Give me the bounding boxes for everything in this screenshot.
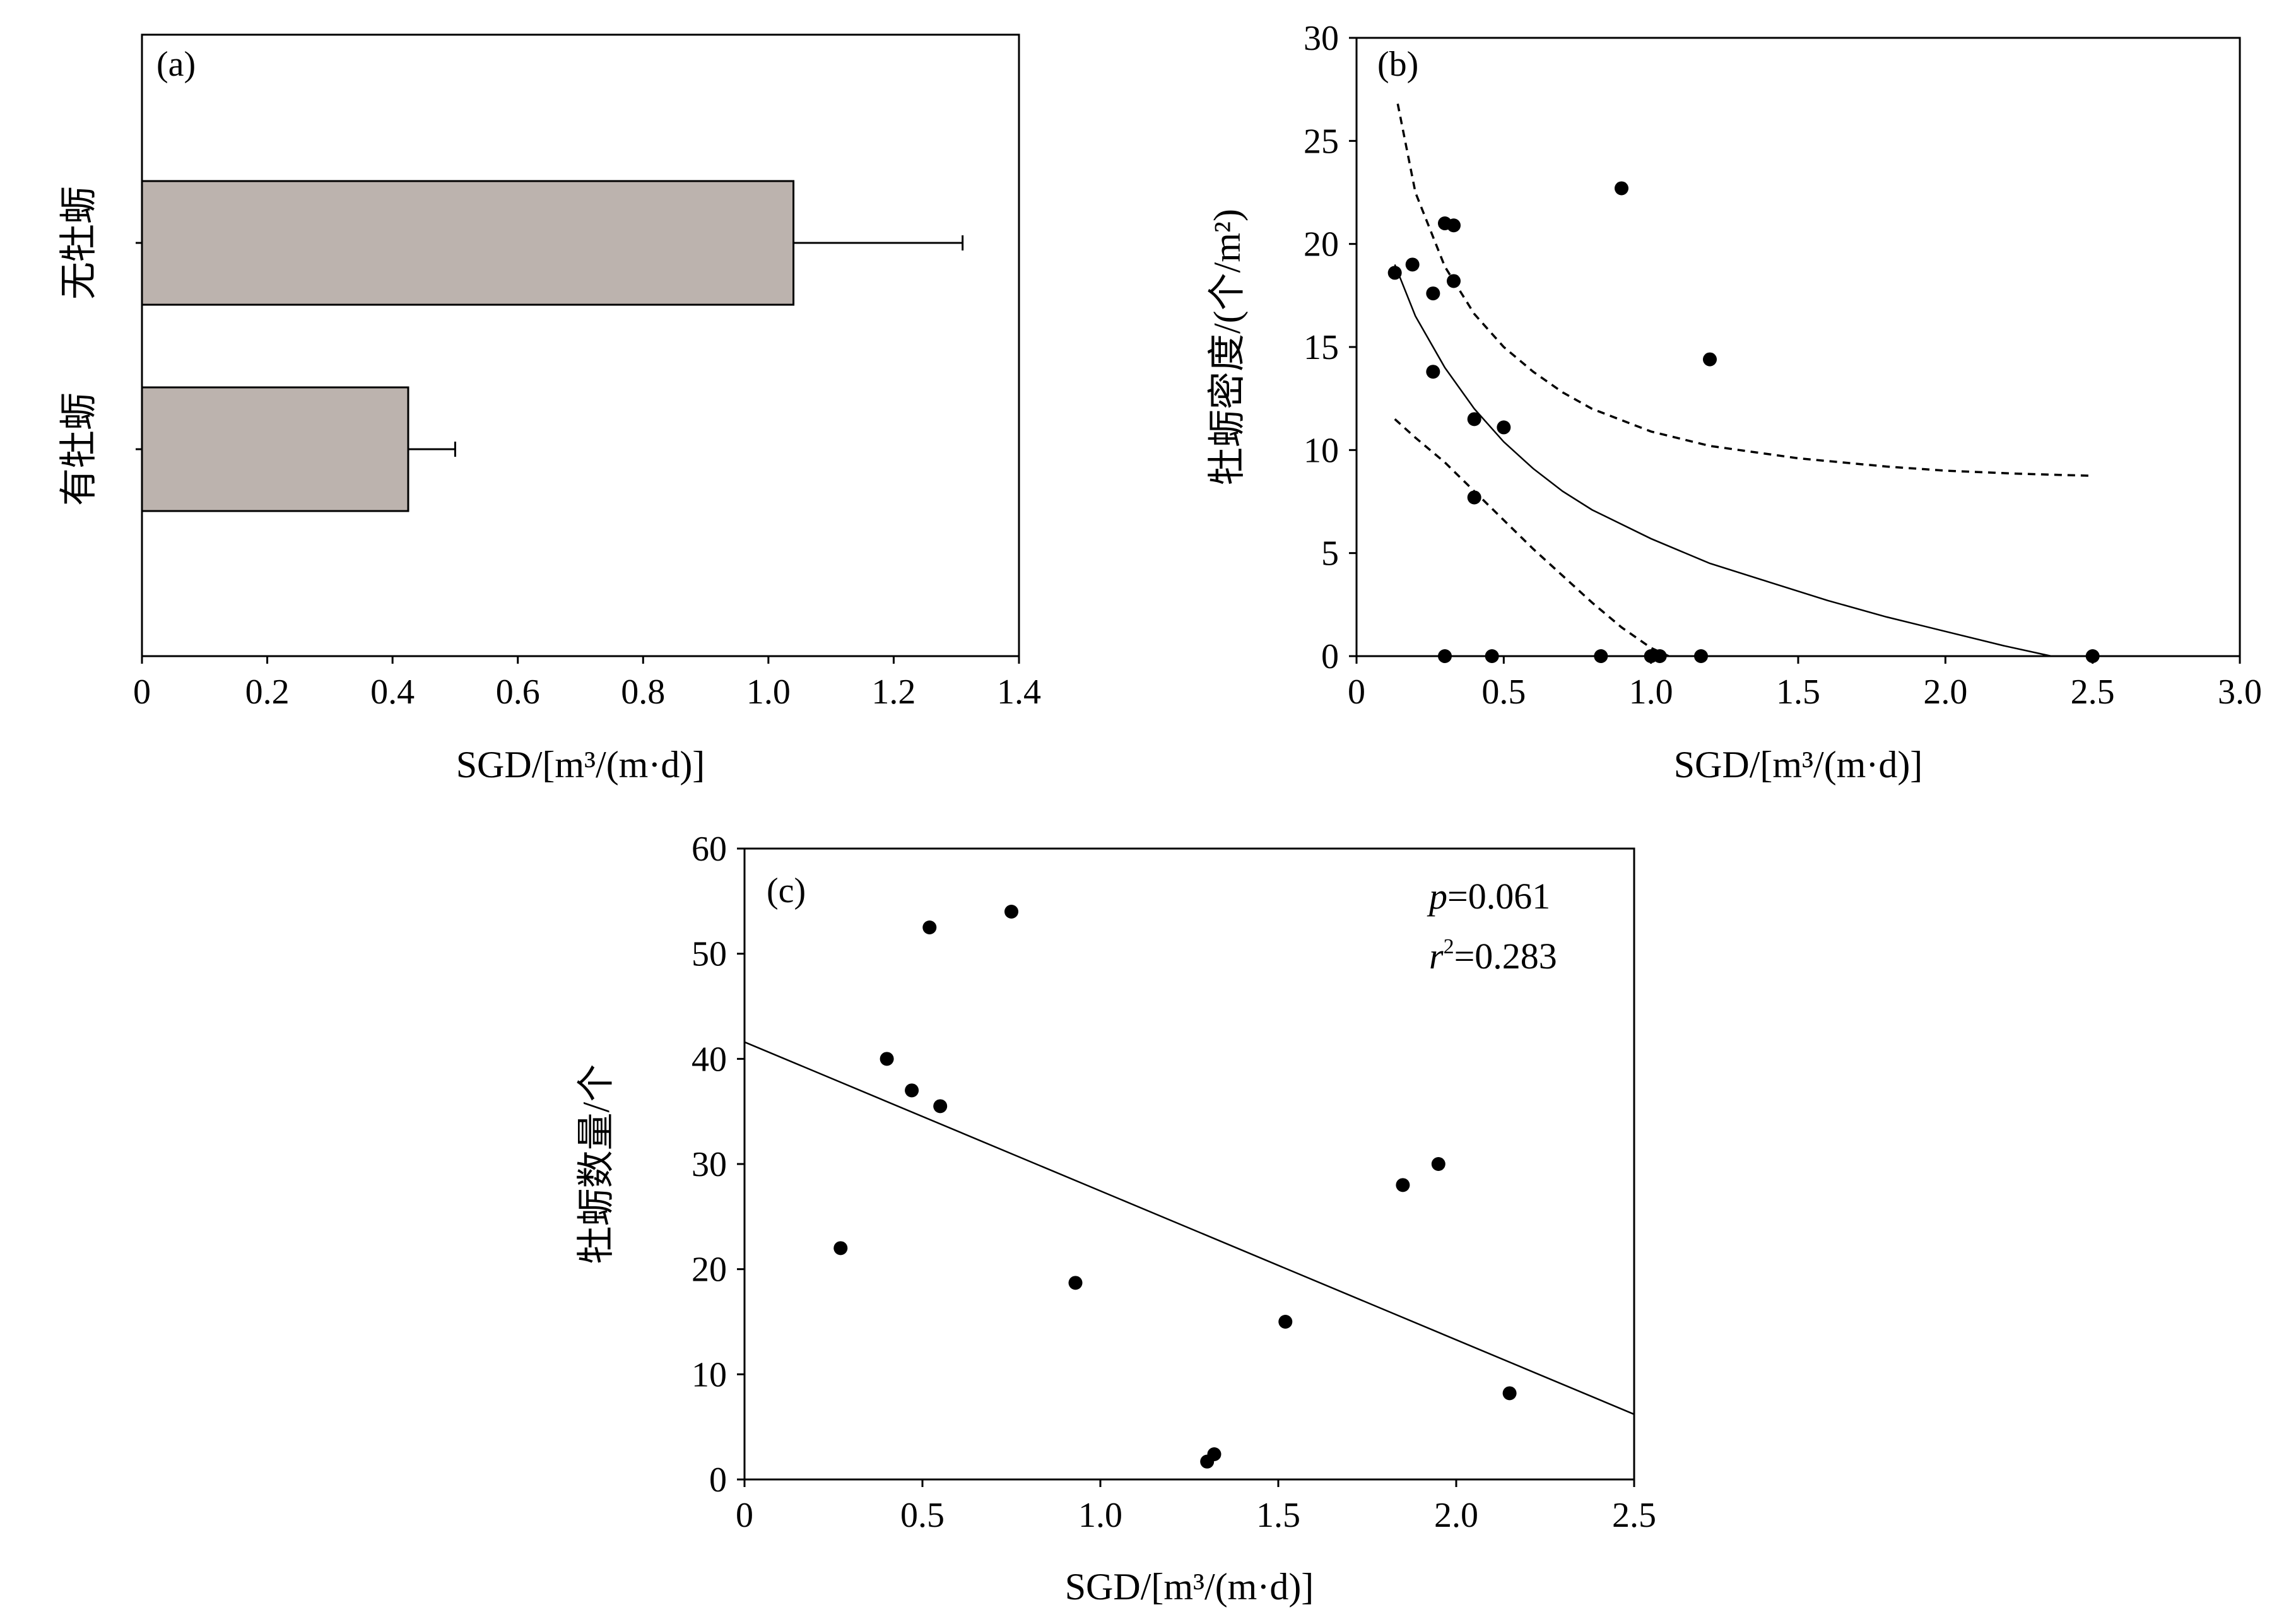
y-tick-label-4: 40 bbox=[692, 1040, 727, 1079]
panel-a-label: (a) bbox=[156, 45, 196, 84]
x-tick-label-0: 0 bbox=[1348, 673, 1365, 712]
y-tick-label-0: 0 bbox=[709, 1461, 727, 1500]
point-12 bbox=[1502, 1386, 1517, 1401]
point-11 bbox=[1431, 1157, 1445, 1171]
y-tick-label-0: 0 bbox=[1321, 637, 1339, 676]
panel-a-bars bbox=[141, 180, 795, 512]
panel-b-y-axis-label: 牡蛎密度/(个/m²) bbox=[1206, 209, 1248, 485]
panel-b-y-ticks: 0 5 10 15 20 25 30 bbox=[1304, 19, 1357, 676]
y-tick-label-3: 30 bbox=[692, 1145, 727, 1184]
point-5 bbox=[1004, 905, 1018, 919]
panel-a-x-axis-label: SGD/[m³/(m·d)] bbox=[456, 744, 705, 785]
fit-curve bbox=[1394, 264, 2052, 657]
point-9 bbox=[1278, 1315, 1293, 1329]
panel-c-y-ticks: 0 10 20 30 40 50 60 bbox=[692, 830, 745, 1500]
point-0 bbox=[1387, 266, 1402, 280]
panel-c-label: (c) bbox=[767, 871, 806, 910]
panel-c-scatter-chart: 0 0.5 1.0 1.5 2.0 2.5 0 10 20 30 40 50 60 (c) p=0.0… bbox=[575, 830, 1656, 1608]
point-4 bbox=[933, 1099, 948, 1114]
point-12 bbox=[1438, 649, 1452, 663]
panel-c-x-axis-label: SGD/[m³/(m·d)] bbox=[1065, 1566, 1314, 1608]
panel-a-error-bars bbox=[408, 235, 964, 457]
point-13 bbox=[1485, 649, 1499, 663]
y-tick-label-6: 60 bbox=[692, 830, 727, 869]
x-tick-label-5: 2.5 bbox=[1612, 1496, 1656, 1535]
point-8 bbox=[1207, 1447, 1222, 1461]
x-tick-label-1: 0.5 bbox=[900, 1496, 945, 1535]
point-3 bbox=[922, 920, 937, 934]
point-2 bbox=[1426, 286, 1440, 301]
y-tick-label-1: 5 bbox=[1321, 534, 1339, 573]
panel-c-x-ticks: 0 0.5 1.0 1.5 2.0 2.5 bbox=[736, 1479, 1656, 1535]
bar-0 bbox=[141, 180, 795, 306]
panel-a-x-ticks: 0 0.2 0.4 0.6 0.8 1.0 1.2 1.4 bbox=[133, 656, 1041, 712]
x-tick-label-0: 0 bbox=[736, 1496, 753, 1535]
x-tick-label-4: 0.8 bbox=[621, 673, 665, 712]
point-6 bbox=[1068, 1276, 1083, 1290]
x-tick-label-6: 3.0 bbox=[2218, 673, 2262, 712]
panel-c-points bbox=[833, 905, 1517, 1469]
x-tick-label-3: 1.5 bbox=[1776, 673, 1820, 712]
panel-b-x-axis-label: SGD/[m³/(m·d)] bbox=[1674, 744, 1923, 785]
point-0 bbox=[833, 1241, 848, 1255]
point-10 bbox=[1396, 1178, 1410, 1192]
panel-c-y-axis-label: 牡蛎数量/个 bbox=[575, 1064, 617, 1264]
panel-a-plot-frame bbox=[141, 33, 1020, 657]
x-tick-label-1: 0.2 bbox=[245, 673, 290, 712]
panel-c-fit-line bbox=[744, 1041, 1635, 1415]
bar-1 bbox=[141, 386, 409, 512]
x-tick-label-4: 2.0 bbox=[1434, 1496, 1478, 1535]
x-tick-label-7: 1.4 bbox=[997, 673, 1041, 712]
point-2 bbox=[905, 1083, 919, 1098]
point-17 bbox=[1694, 649, 1708, 663]
x-tick-label-2: 0.4 bbox=[370, 673, 415, 712]
category-label-0: 无牡蛎 bbox=[58, 186, 100, 300]
panel-b-points bbox=[1387, 181, 2100, 663]
point-3 bbox=[1426, 365, 1440, 379]
point-1 bbox=[1405, 257, 1420, 272]
x-tick-label-3: 0.6 bbox=[496, 673, 540, 712]
y-tick-label-5: 25 bbox=[1304, 122, 1339, 161]
x-tick-label-4: 2.0 bbox=[1923, 673, 1967, 712]
point-1 bbox=[880, 1052, 894, 1066]
point-6 bbox=[1447, 274, 1461, 288]
x-tick-label-1: 0.5 bbox=[1481, 673, 1526, 712]
y-tick-label-6: 30 bbox=[1304, 19, 1339, 58]
point-5 bbox=[1447, 218, 1461, 233]
y-tick-label-1: 10 bbox=[692, 1355, 727, 1394]
x-tick-label-6: 1.2 bbox=[871, 673, 915, 712]
y-tick-label-3: 15 bbox=[1304, 328, 1339, 367]
point-8 bbox=[1467, 490, 1481, 505]
panel-b-label: (b) bbox=[1377, 45, 1418, 84]
panel-b-fit-curves bbox=[1394, 103, 2093, 657]
x-tick-label-2: 1.0 bbox=[1078, 1496, 1122, 1535]
ci-upper-curve bbox=[1396, 103, 2093, 477]
ci-lower-curve bbox=[1394, 418, 1669, 657]
panel-b-x-ticks: 0 0.5 1.0 1.5 2.0 2.5 3.0 bbox=[1348, 656, 2262, 712]
point-10 bbox=[1615, 181, 1628, 196]
point-9 bbox=[1497, 420, 1511, 435]
x-tick-label-3: 1.5 bbox=[1256, 1496, 1300, 1535]
x-tick-label-5: 2.5 bbox=[2071, 673, 2115, 712]
point-14 bbox=[1594, 649, 1608, 663]
x-tick-label-2: 1.0 bbox=[1629, 673, 1673, 712]
category-label-1: 有牡蛎 bbox=[58, 392, 100, 506]
point-7 bbox=[1467, 412, 1481, 426]
panel-b-plot-frame bbox=[1355, 37, 2241, 657]
panel-c-r-squared: r2=0.283 bbox=[1429, 935, 1557, 977]
panel-c-p-value: p=0.061 bbox=[1427, 876, 1550, 917]
regression-line bbox=[744, 1041, 1635, 1415]
y-tick-label-2: 10 bbox=[1304, 431, 1339, 470]
y-tick-label-4: 20 bbox=[1304, 225, 1339, 264]
x-tick-label-0: 0 bbox=[133, 673, 151, 712]
y-tick-label-5: 50 bbox=[692, 935, 727, 974]
panel-b-scatter-chart: 0 0.5 1.0 1.5 2.0 2.5 3.0 0 5 10 15 20 25 30 (b) SGD… bbox=[1206, 19, 2262, 785]
y-tick-label-2: 20 bbox=[692, 1250, 727, 1290]
x-tick-label-5: 1.0 bbox=[746, 673, 791, 712]
point-16 bbox=[1652, 649, 1667, 663]
point-11 bbox=[1703, 352, 1717, 367]
